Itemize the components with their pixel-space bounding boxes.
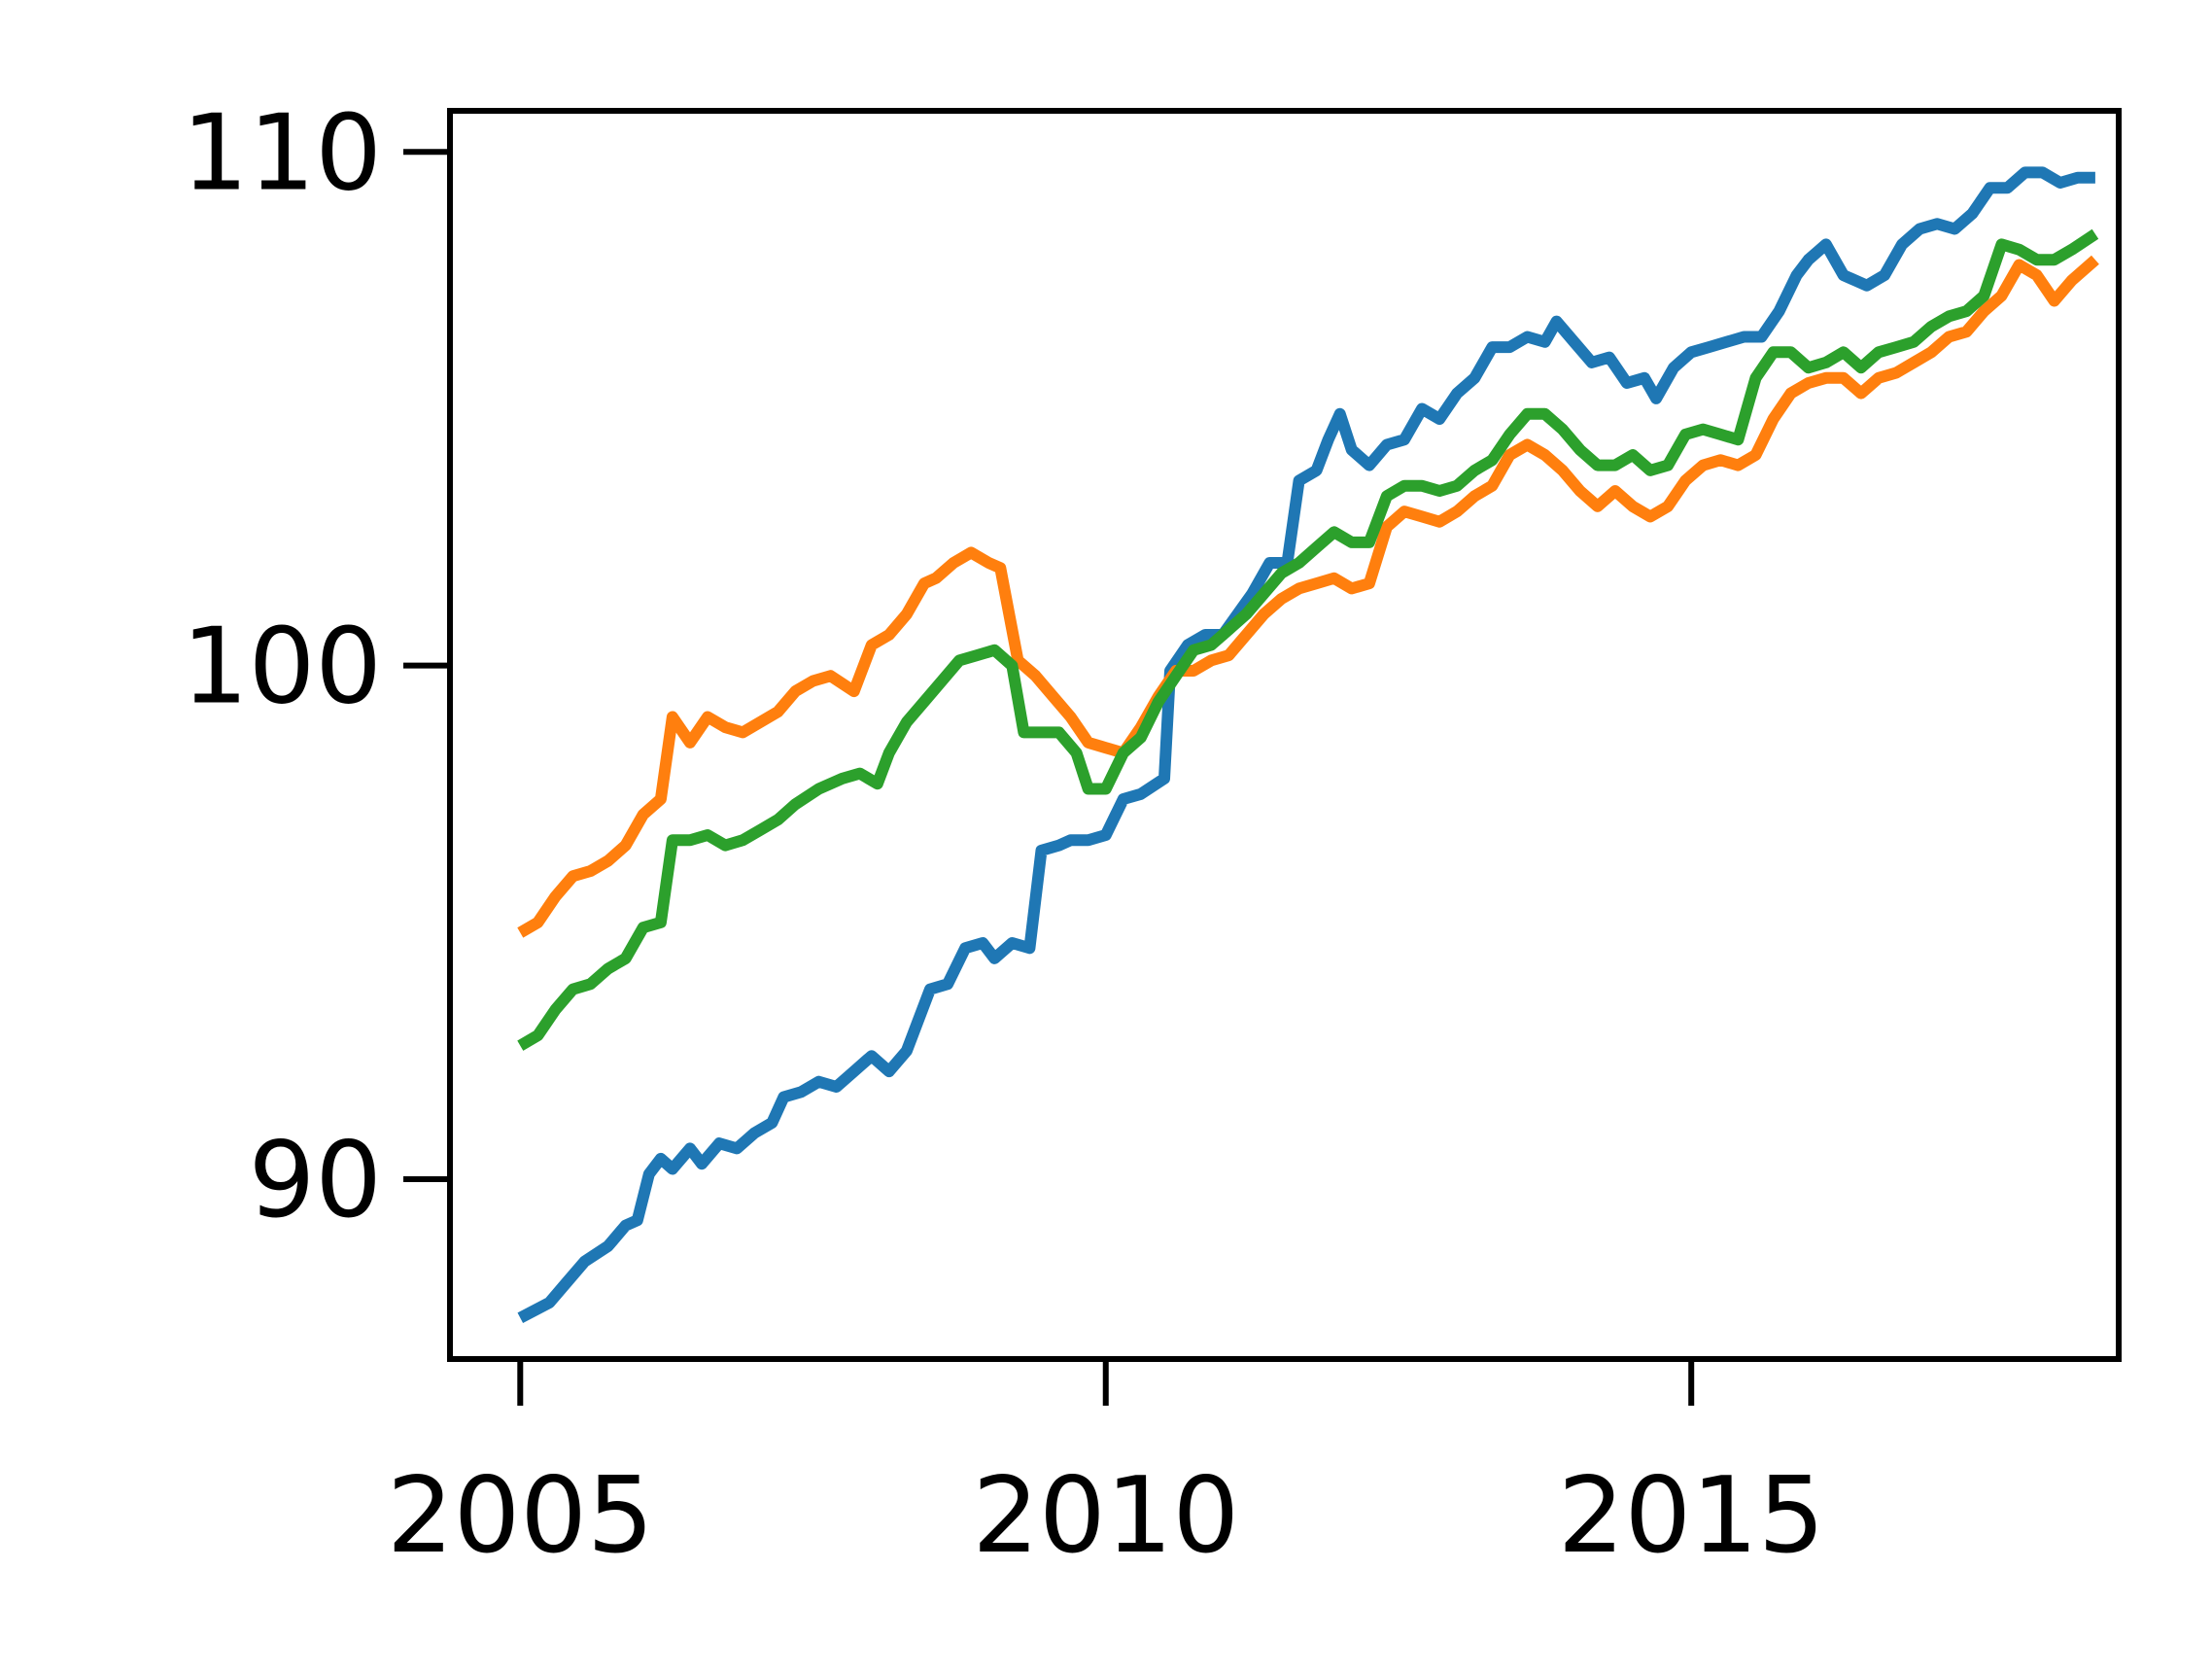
y-tick-label: 100 xyxy=(182,607,382,728)
y-tick-label: 110 xyxy=(182,92,382,214)
series-line-2 xyxy=(517,255,2099,938)
x-tick-label: 2015 xyxy=(1558,1455,1825,1577)
tick-layer: 2005 2010 2015 90 100 110 xyxy=(182,92,1825,1577)
series-line-3 xyxy=(517,228,2099,1051)
series-line-1 xyxy=(517,166,2095,1324)
x-tick-label: 2010 xyxy=(972,1455,1239,1577)
y-tick-label: 90 xyxy=(249,1120,382,1241)
x-tick-label: 2005 xyxy=(387,1455,654,1577)
series-layer xyxy=(517,166,2099,1324)
plot-frame xyxy=(447,108,2122,1362)
